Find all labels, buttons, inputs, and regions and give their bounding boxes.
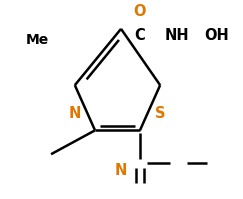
Text: OH: OH	[204, 28, 229, 43]
Text: N: N	[69, 106, 81, 121]
Text: N: N	[115, 163, 127, 178]
Text: C: C	[135, 28, 145, 43]
Text: NH: NH	[165, 28, 190, 43]
Text: O: O	[134, 4, 146, 20]
Text: Me: Me	[26, 33, 49, 47]
Text: S: S	[155, 106, 165, 121]
